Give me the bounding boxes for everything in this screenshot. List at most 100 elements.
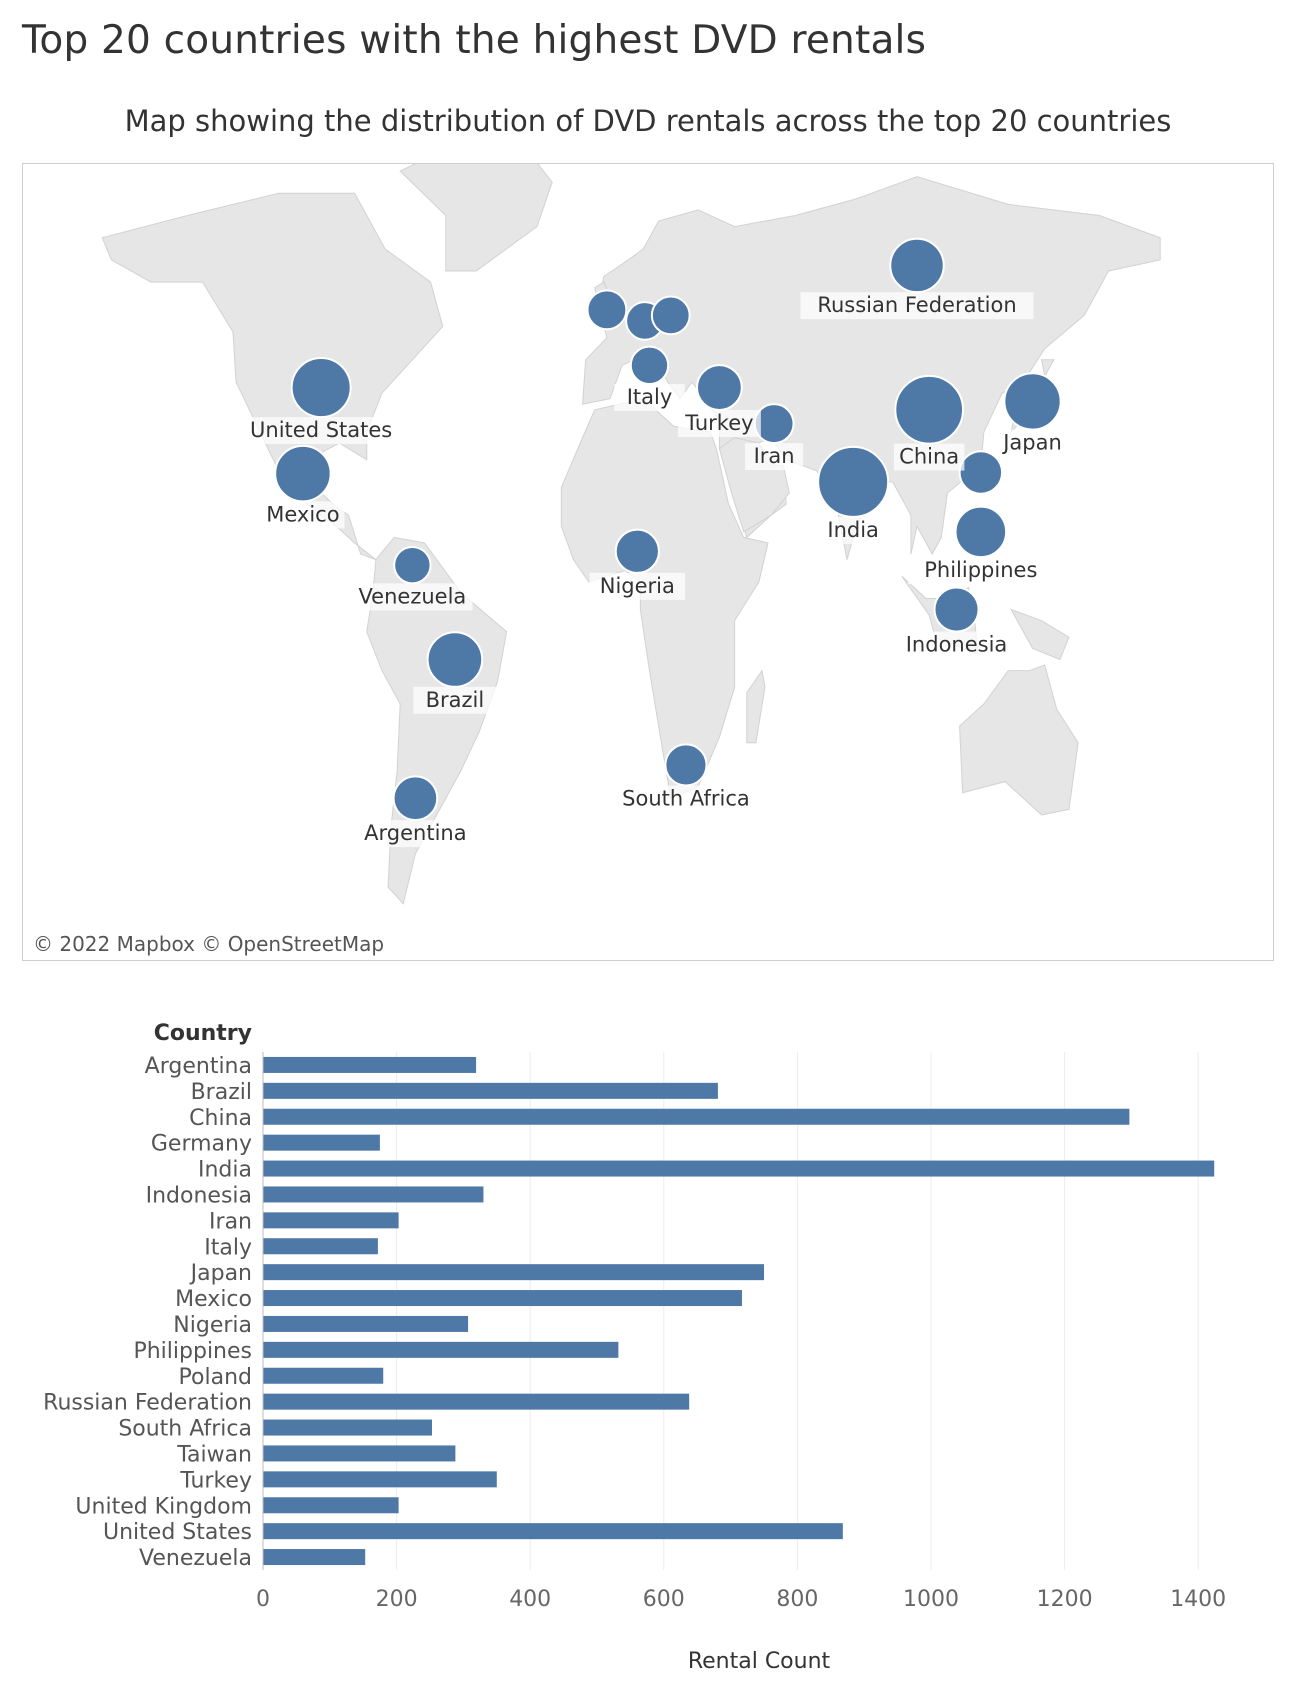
country-label: Russian Federation bbox=[43, 1391, 252, 1416]
bar[interactable] bbox=[263, 1186, 484, 1203]
country-label: Indonesia bbox=[146, 1183, 252, 1208]
map-label: Nigeria bbox=[600, 574, 675, 598]
map-marker[interactable] bbox=[393, 545, 432, 585]
map-attribution[interactable]: © 2022 Mapbox © OpenStreetMap bbox=[29, 932, 389, 956]
map-label: Indonesia bbox=[906, 633, 1008, 657]
country-label: India bbox=[198, 1158, 252, 1183]
country-label: Philippines bbox=[133, 1339, 252, 1364]
bar[interactable] bbox=[263, 1445, 456, 1462]
bar[interactable] bbox=[263, 1212, 399, 1229]
x-tick-label: 1400 bbox=[1170, 1587, 1226, 1612]
map-label-bg bbox=[352, 583, 473, 611]
map-label: Mexico bbox=[266, 502, 339, 526]
x-axis-title: Rental Count bbox=[688, 1649, 831, 1674]
bar[interactable] bbox=[263, 1393, 690, 1410]
country-label: Taiwan bbox=[176, 1442, 252, 1467]
map-label: United States bbox=[250, 418, 392, 442]
x-tick-label: 800 bbox=[776, 1587, 818, 1612]
bar[interactable] bbox=[263, 1134, 380, 1151]
map-label: Italy bbox=[627, 385, 673, 409]
marker-layer[interactable] bbox=[274, 237, 1062, 822]
dashboard-title: Top 20 countries with the highest DVD re… bbox=[22, 18, 927, 63]
map-marker[interactable] bbox=[650, 295, 691, 336]
land-australia bbox=[959, 664, 1079, 816]
bar[interactable] bbox=[263, 1290, 742, 1307]
map-canvas[interactable]: Russian Federation United States Mexico Ven… bbox=[23, 164, 1273, 960]
bar[interactable] bbox=[263, 1341, 619, 1358]
bar[interactable] bbox=[263, 1419, 433, 1436]
map-label-bg bbox=[614, 384, 685, 412]
country-label: Argentina bbox=[145, 1054, 252, 1079]
country-label: Japan bbox=[189, 1261, 252, 1286]
map-marker[interactable] bbox=[696, 364, 743, 411]
country-label: Iran bbox=[209, 1209, 252, 1234]
map-marker[interactable] bbox=[817, 445, 890, 518]
map-label-bg bbox=[896, 631, 1017, 659]
bar[interactable] bbox=[263, 1523, 843, 1540]
bar-grid bbox=[262, 1052, 1199, 1570]
bar[interactable] bbox=[263, 1497, 399, 1514]
map-marker[interactable] bbox=[392, 775, 439, 822]
bar[interactable] bbox=[263, 1082, 718, 1099]
rental-bar-chart[interactable]: ArgentinaBrazilChinaGermanyIndiaIndonesi… bbox=[0, 1000, 1296, 1691]
bar-rows[interactable]: ArgentinaBrazilChinaGermanyIndiaIndonesi… bbox=[43, 1054, 1215, 1571]
map-marker[interactable] bbox=[954, 505, 1008, 559]
bar[interactable] bbox=[263, 1238, 378, 1255]
x-tick-label: 600 bbox=[643, 1587, 685, 1612]
map-label-bg bbox=[817, 516, 889, 544]
map-label-bg bbox=[589, 572, 686, 600]
country-label: Venezuela bbox=[139, 1546, 252, 1571]
map-marker[interactable] bbox=[426, 631, 484, 688]
x-tick-label: 1000 bbox=[903, 1587, 959, 1612]
map-marker[interactable] bbox=[586, 289, 628, 331]
map-label: South Africa bbox=[622, 786, 750, 810]
map-label-bg bbox=[413, 686, 497, 714]
map-label: China bbox=[899, 445, 959, 469]
map-marker[interactable] bbox=[290, 357, 352, 419]
bar[interactable] bbox=[263, 1315, 469, 1332]
map-marker[interactable] bbox=[614, 528, 660, 574]
map-marker[interactable] bbox=[958, 450, 1004, 495]
map-label-bg bbox=[677, 409, 761, 437]
map-label: Brazil bbox=[426, 688, 485, 712]
map-label-bg bbox=[997, 429, 1068, 457]
bar[interactable] bbox=[263, 1367, 384, 1384]
map-label-bg bbox=[893, 443, 965, 471]
map-label-bg bbox=[908, 557, 1054, 585]
map-label-bg bbox=[235, 417, 407, 445]
country-label: Nigeria bbox=[173, 1313, 252, 1338]
map-label-bg bbox=[355, 820, 476, 848]
x-tick-label: 1200 bbox=[1037, 1587, 1093, 1612]
country-label: Brazil bbox=[191, 1080, 252, 1105]
land-greenland bbox=[399, 164, 553, 272]
country-label: Germany bbox=[151, 1132, 252, 1157]
bar[interactable] bbox=[263, 1108, 1130, 1125]
bar[interactable] bbox=[263, 1264, 764, 1281]
bar[interactable] bbox=[263, 1056, 477, 1073]
map-marker[interactable] bbox=[894, 374, 965, 445]
land-madagascar bbox=[746, 669, 766, 744]
country-label: Italy bbox=[204, 1235, 252, 1260]
country-label: Poland bbox=[179, 1365, 252, 1390]
map-label: India bbox=[827, 518, 879, 542]
map-marker[interactable] bbox=[274, 444, 332, 503]
map-marker[interactable] bbox=[1003, 372, 1062, 431]
bar[interactable] bbox=[263, 1160, 1215, 1177]
map-marker[interactable] bbox=[664, 743, 708, 787]
country-label: Mexico bbox=[175, 1287, 252, 1312]
map-marker[interactable] bbox=[933, 586, 980, 633]
map-label-bg bbox=[606, 785, 765, 813]
x-tick-label: 0 bbox=[256, 1587, 270, 1612]
country-label: South Africa bbox=[118, 1417, 252, 1442]
map-marker[interactable] bbox=[889, 237, 945, 294]
land-new-guinea bbox=[1010, 608, 1070, 661]
country-axis-header: Country bbox=[154, 1021, 252, 1046]
map-title: Map showing the distribution of DVD rent… bbox=[124, 104, 1172, 138]
x-tick-label: 400 bbox=[509, 1587, 551, 1612]
bar[interactable] bbox=[263, 1549, 366, 1566]
map-label: Turkey bbox=[684, 411, 753, 435]
bar[interactable] bbox=[263, 1471, 497, 1488]
map-marker[interactable] bbox=[629, 345, 670, 386]
country-label: China bbox=[189, 1106, 252, 1131]
world-map[interactable]: Russian Federation United States Mexico Ven… bbox=[22, 163, 1274, 961]
